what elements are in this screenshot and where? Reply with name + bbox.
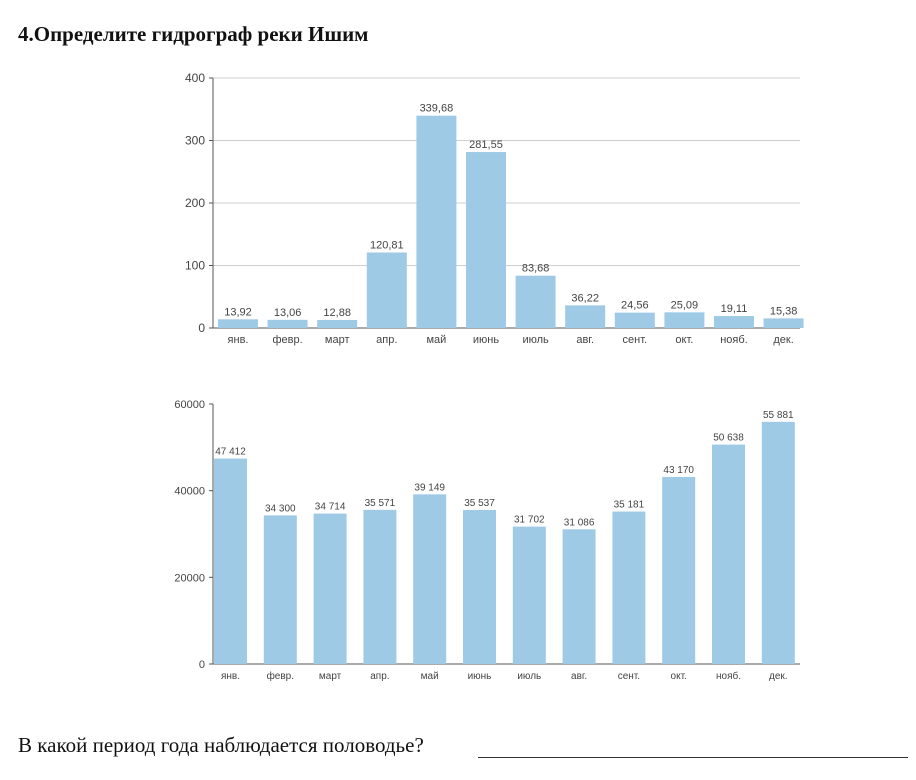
y-tick-label: 400 <box>185 71 205 85</box>
data-label: 281,55 <box>469 139 503 151</box>
bar-окт. <box>662 476 696 664</box>
data-label: 34 714 <box>315 502 346 513</box>
bar-май <box>413 494 447 664</box>
y-tick-label: 0 <box>199 659 205 671</box>
data-label: 120,81 <box>370 239 404 251</box>
data-label: 50 638 <box>713 433 744 444</box>
y-tick-label: 300 <box>185 134 205 148</box>
data-label: 35 181 <box>614 500 645 511</box>
data-label: 31 086 <box>564 517 595 528</box>
x-tick-label: апр. <box>370 671 389 682</box>
data-label: 43 170 <box>663 465 694 476</box>
question-text: В какой период года наблюдается половодь… <box>18 733 424 757</box>
data-label: 34 300 <box>265 503 296 514</box>
x-tick-label: июль <box>517 671 541 682</box>
bar-февр. <box>263 515 297 664</box>
volume-bar-chart: 0 20000 40000 60000 47 412 янв. 34 300 февр. 34 … <box>174 399 800 682</box>
x-tick-label: дек. <box>773 334 793 346</box>
bar-июнь <box>463 510 496 664</box>
data-label: 19,11 <box>721 303 748 315</box>
bar-сент. <box>614 312 655 328</box>
x-tick-label: июнь <box>473 334 499 346</box>
bar-дек. <box>763 318 804 328</box>
data-label: 339,68 <box>420 103 454 115</box>
x-tick-label: авг. <box>576 334 594 346</box>
x-tick-label: апр. <box>376 334 397 346</box>
data-label: 25,09 <box>671 299 699 311</box>
bar-нояб. <box>712 444 745 664</box>
bar-июнь <box>466 152 506 328</box>
x-tick-label: нояб. <box>720 334 748 346</box>
bar-июль <box>512 526 546 664</box>
x-tick-label: янв. <box>221 671 240 682</box>
x-tick-label: сент. <box>623 334 648 346</box>
bar-июль <box>515 275 556 328</box>
chart-1-group: 0 100 200 300 400 13,92 янв. 13,06 февр. 12,88 мар… <box>185 71 804 346</box>
x-tick-label: май <box>421 671 439 682</box>
data-label: 24,56 <box>621 300 649 312</box>
bar-апр. <box>363 509 397 664</box>
x-tick-label: июнь <box>468 671 492 682</box>
data-label: 15,38 <box>770 305 798 317</box>
data-label: 83,68 <box>522 263 550 275</box>
y-tick-label: 200 <box>185 196 205 210</box>
bar-апр. <box>366 252 407 328</box>
bar-нояб. <box>714 316 754 328</box>
data-label: 12,88 <box>323 307 351 319</box>
bar-окт. <box>664 312 705 328</box>
data-label: 31 702 <box>514 515 545 526</box>
x-tick-label: янв. <box>228 334 249 346</box>
x-tick-label: окт. <box>671 671 687 682</box>
x-tick-label: май <box>426 334 446 346</box>
y-tick-label: 100 <box>185 259 205 273</box>
y-tick-label: 60000 <box>174 399 205 411</box>
data-label: 39 149 <box>414 482 445 493</box>
bar-янв. <box>214 458 247 664</box>
bar-май <box>416 115 457 328</box>
y-tick-label: 20000 <box>174 572 205 584</box>
bar-сент. <box>612 511 646 664</box>
x-tick-label: сент. <box>618 671 640 682</box>
data-label: 55 881 <box>763 410 794 421</box>
bar-март <box>317 319 358 328</box>
x-tick-label: февр. <box>267 670 294 682</box>
x-tick-label: окт. <box>675 334 693 346</box>
bar-авг. <box>565 305 606 328</box>
x-tick-label: нояб. <box>716 670 741 682</box>
x-tick-label: дек. <box>769 671 788 682</box>
discharge-bar-chart: 0 100 200 300 400 13,92 янв. 13,06 февр. 12,88 мар… <box>185 71 804 346</box>
data-label: 47 412 <box>215 447 246 458</box>
x-tick-label: март <box>325 334 350 346</box>
bar-авг. <box>562 529 596 664</box>
x-tick-label: март <box>319 671 342 682</box>
chart-2-group: 0 20000 40000 60000 47 412 янв. 34 300 февр. 34 … <box>174 399 800 682</box>
y-tick-label: 0 <box>198 321 205 335</box>
data-label: 13,92 <box>224 306 252 318</box>
x-tick-label: авг. <box>571 671 587 682</box>
answer-line[interactable] <box>478 757 908 758</box>
data-label: 13,06 <box>274 307 302 319</box>
x-tick-label: февр. <box>273 334 303 346</box>
data-label: 36,22 <box>571 292 599 304</box>
bar-янв. <box>218 319 258 328</box>
x-tick-label: июль <box>522 334 549 346</box>
data-label: 35 537 <box>464 498 495 509</box>
bar-февр. <box>267 319 308 328</box>
page-title: 4.Определите гидрограф реки Ишим <box>18 22 369 46</box>
bar-март <box>313 513 347 664</box>
y-tick-label: 40000 <box>174 486 205 498</box>
bar-дек. <box>761 421 795 664</box>
data-label: 35 571 <box>365 498 396 509</box>
